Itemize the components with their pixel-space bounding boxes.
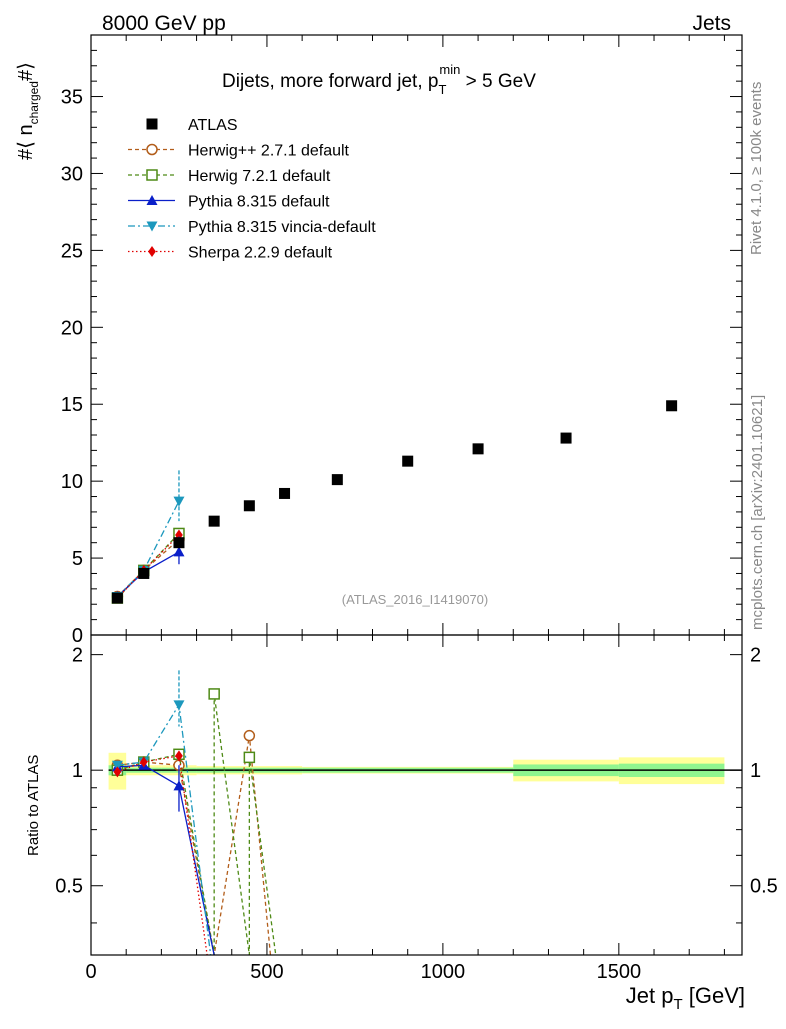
- x-tick-label: 500: [250, 961, 283, 983]
- ratio-y-tick-label-right: 2: [750, 645, 761, 667]
- main-y-tick-label: 15: [61, 394, 83, 416]
- main-y-tick-label: 0: [72, 625, 83, 647]
- atlas-data-point: [331, 474, 343, 486]
- legend-marker: [146, 221, 158, 232]
- ratio-panel: 0 500 1000 1500 0.5 0.5 1 1 2 2: [55, 634, 778, 983]
- legend-entry-5: Sherpa 2.2.9 default: [128, 245, 333, 262]
- main-y-tick-label: 30: [61, 163, 83, 185]
- legend-label: Herwig++ 2.7.1 default: [188, 143, 350, 160]
- jets-label: Jets: [692, 12, 731, 35]
- series-line-3: [116, 500, 180, 598]
- ratio-line-3: [117, 702, 212, 956]
- legend-label: Pythia 8.315 default: [188, 194, 330, 211]
- ratio-line-4: [117, 755, 208, 956]
- main-y-tick-label: 20: [61, 317, 83, 339]
- ratio-line-2: [117, 764, 215, 956]
- legend-label: Sherpa 2.2.9 default: [188, 245, 333, 262]
- legend-entry-1: Herwig++ 2.7.1 default: [128, 143, 350, 160]
- series-line-4: [116, 534, 180, 599]
- main-y-tick-label: 5: [72, 548, 83, 570]
- ratio-y-tick-label: 1: [72, 760, 83, 782]
- atlas-data-point: [208, 515, 220, 527]
- ratio-3-point: [111, 760, 123, 771]
- ratio-y-tick-label: 0.5: [55, 876, 83, 898]
- ratio-4-point: [175, 750, 183, 762]
- ratio-frame: [90, 634, 743, 956]
- main-panel: 0 5 10 15 20 25 30 35: [61, 34, 743, 647]
- atlas-data-point: [279, 487, 291, 499]
- main-y-tick-label: 10: [61, 471, 83, 493]
- legend-entry-2: Herwig 7.2.1 default: [128, 168, 331, 185]
- atlas-data-point: [472, 443, 484, 455]
- legend-label: Herwig 7.2.1 default: [188, 168, 331, 185]
- x-tick-label: 1500: [597, 961, 642, 983]
- legend-marker: [146, 169, 158, 181]
- ratio-0-point: [243, 729, 256, 742]
- legend-marker: [146, 143, 158, 156]
- mcplots-label: mcplots.cern.ch [arXiv:2401.10621]: [749, 395, 766, 630]
- atlas-data-point: [138, 567, 150, 579]
- legend-label: Pythia 8.315 vincia-default: [188, 219, 376, 236]
- ratio-3-point: [173, 700, 185, 711]
- x-axis-label: Jet pT [GeV]: [626, 983, 745, 1013]
- legend-label: ATLAS: [188, 117, 238, 134]
- atlas-data-point: [243, 500, 255, 512]
- legend-marker: [146, 195, 158, 205]
- atlas-data-point: [173, 537, 185, 549]
- legend-entry-3: Pythia 8.315 default: [128, 194, 330, 211]
- plot-title: Dijets, more forward jet, pTmin > 5 GeV: [222, 62, 536, 97]
- ratio-y-tick-label-right: 0.5: [750, 876, 778, 898]
- atlas-data-point: [402, 455, 414, 467]
- ratio-y-tick-label-right: 1: [750, 760, 761, 782]
- main-y-axis-label: #⟨ ncharged#⟩: [15, 62, 41, 160]
- ratio-4-point: [113, 766, 122, 778]
- legend-entry-0: ATLAS: [146, 117, 238, 134]
- atlas-data-point: [666, 400, 678, 412]
- atlas-data-point: [111, 592, 123, 604]
- atlas-data-point: [560, 432, 572, 444]
- main-y-tick-label: 25: [61, 240, 83, 262]
- analysis-id: (ATLAS_2016_I1419070): [342, 592, 488, 607]
- ratio-1-point: [243, 751, 256, 764]
- ratio-y-axis-label: Ratio to ATLAS: [25, 755, 42, 856]
- x-tick-label: 1000: [421, 961, 466, 983]
- main-y-tick-label: 35: [61, 87, 83, 109]
- ratio-y-tick-label: 2: [72, 645, 83, 667]
- legend: ATLAS Herwig++ 2.7.1 default Herwig 7.2.1 …: [128, 117, 376, 262]
- legend-marker: [148, 246, 156, 257]
- legend-marker: [146, 118, 158, 130]
- energy-label: 8000 GeV pp: [102, 12, 226, 35]
- ratio-1-point: [208, 688, 220, 700]
- legend-entry-4: Pythia 8.315 vincia-default: [128, 219, 376, 236]
- x-tick-label: 0: [85, 961, 96, 983]
- rivet-label: Rivet 4.1.0, ≥ 100k events: [748, 82, 765, 255]
- ratio-4-point: [139, 756, 148, 768]
